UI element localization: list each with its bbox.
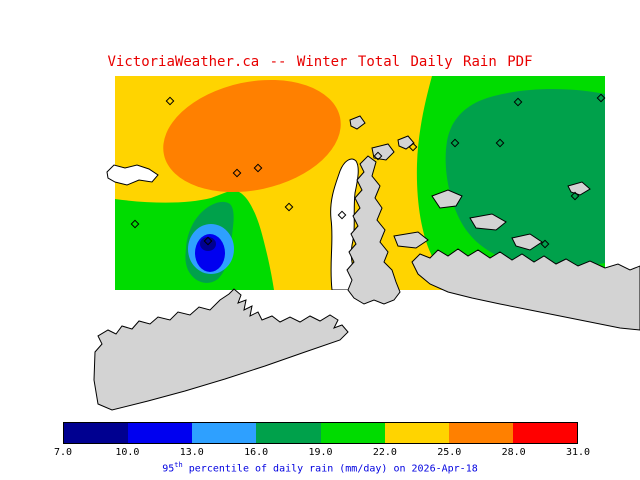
station-marker xyxy=(232,168,242,178)
field-25-28-lobe xyxy=(163,79,341,193)
caption-number: 95 xyxy=(162,463,175,475)
colorbar xyxy=(63,422,578,444)
station-marker xyxy=(337,210,347,220)
plot-title: VictoriaWeather.ca -- Winter Total Daily… xyxy=(107,54,533,70)
station-marker xyxy=(373,151,383,161)
land-olympic-peninsula xyxy=(93,288,349,411)
station-markers xyxy=(130,93,606,249)
station-marker xyxy=(408,142,418,152)
colorbar-segment xyxy=(384,423,449,443)
colorbar-tick-label: 16.0 xyxy=(244,447,269,458)
station-marker xyxy=(165,96,175,106)
island-outline-west xyxy=(106,164,159,186)
colorbar-segment xyxy=(320,423,385,443)
colorbar-ticks: 7.0 10.0 13.0 16.0 19.0 22.0 25.0 28.0 31.0 xyxy=(54,447,590,460)
colorbar-tick-label: 10.0 xyxy=(115,447,140,458)
island xyxy=(511,233,543,251)
station-marker xyxy=(203,236,213,246)
colorbar-tick-label: 22.0 xyxy=(372,447,397,458)
caption-text: percentile of daily rain (mm/day) on 202… xyxy=(182,463,478,475)
colorbar-tick-label: 7.0 xyxy=(53,447,73,458)
station-marker xyxy=(570,191,580,201)
station-marker xyxy=(596,93,606,103)
land-saanich-peninsula xyxy=(346,155,401,305)
colorbar-segment xyxy=(64,423,129,443)
colorbar-tick-label: 19.0 xyxy=(308,447,333,458)
colorbar-tick-label: 13.0 xyxy=(179,447,204,458)
station-marker xyxy=(130,219,140,229)
station-marker xyxy=(540,239,550,249)
island xyxy=(349,115,366,130)
island xyxy=(469,213,507,231)
colorbar-tick-label: 28.0 xyxy=(501,447,526,458)
colorbar-segment xyxy=(448,423,513,443)
plot-caption: 95th percentile of daily rain (mm/day) o… xyxy=(0,461,640,474)
station-marker xyxy=(284,202,294,212)
island xyxy=(371,143,395,161)
station-marker xyxy=(495,138,505,148)
caption-superscript: th xyxy=(174,461,183,469)
colorbar-segment xyxy=(512,423,577,443)
colorbar-tick-label: 25.0 xyxy=(437,447,462,458)
colorbar-segment xyxy=(256,423,321,443)
colorbar-segment xyxy=(192,423,257,443)
colorbar-tick-label: 31.0 xyxy=(565,447,591,458)
island xyxy=(567,181,591,196)
station-marker xyxy=(450,138,460,148)
inlet-water xyxy=(330,158,363,290)
station-marker xyxy=(513,97,523,107)
island xyxy=(393,231,429,249)
colorbar-segment xyxy=(128,423,193,443)
island xyxy=(431,189,463,209)
station-marker xyxy=(253,163,263,173)
land-east-mainland xyxy=(411,248,640,331)
